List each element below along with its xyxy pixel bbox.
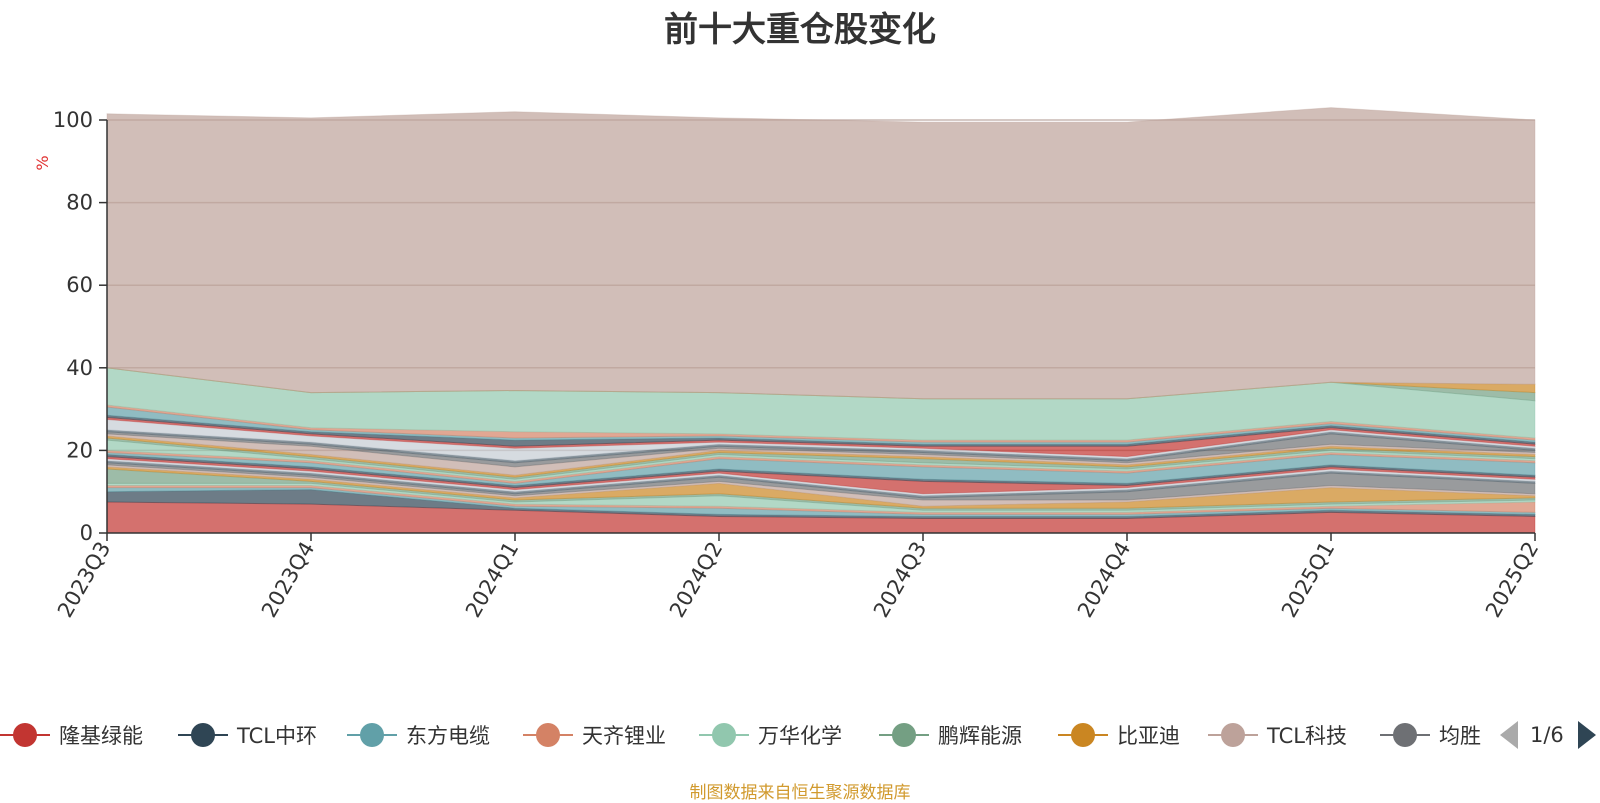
legend: 隆基绿能 TCL中环 东方电缆 天齐锂业 万华化学 鹏辉能源 比亚迪 TCL科技 均胜 <box>0 718 1600 752</box>
area-series-6 <box>106 466 1536 509</box>
legend-item[interactable]: 东方电缆 <box>347 718 490 752</box>
x-tick-label: 2023Q4 <box>257 538 319 622</box>
legend-label: 万华化学 <box>758 724 842 748</box>
source-note: 制图数据来自恒生聚源数据库 <box>689 783 911 803</box>
area-series-29 <box>106 107 1536 400</box>
legend-marker-icon <box>523 723 573 747</box>
y-tick-label: 20 <box>66 438 93 462</box>
legend-marker-icon <box>178 723 228 747</box>
chart-title: 前十大重仓股变化 <box>664 10 936 50</box>
area-series-7 <box>106 464 1536 507</box>
legend-label: 比亚迪 <box>1117 724 1180 748</box>
legend-label: 东方电缆 <box>406 724 490 748</box>
legend-label: 隆基绿能 <box>59 724 143 748</box>
x-tick-label: 2024Q3 <box>869 538 931 622</box>
x-tick-label: 2023Q3 <box>53 538 115 622</box>
y-tick-label: 40 <box>66 356 93 380</box>
area-series-18 <box>106 433 1536 476</box>
legend-label: 鹏辉能源 <box>938 724 1022 748</box>
legend-marker-icon <box>1380 723 1430 747</box>
x-tick-label: 2025Q1 <box>1277 538 1339 622</box>
y-tick-label: 80 <box>66 191 93 215</box>
x-tick-label: 2024Q1 <box>461 538 523 622</box>
legend-label: 均胜 <box>1439 724 1481 748</box>
legend-item[interactable]: 万华化学 <box>699 718 842 752</box>
legend-pager: 1/6 <box>1500 718 1596 752</box>
x-tick-label: 2024Q2 <box>665 538 727 622</box>
legend-marker-icon <box>1208 723 1258 747</box>
area-series-24 <box>106 406 1536 445</box>
legend-item[interactable]: 比亚迪 <box>1058 718 1180 752</box>
triangle-left-icon[interactable] <box>1500 721 1518 749</box>
legend-marker-icon <box>347 723 397 747</box>
legend-marker-icon <box>0 723 50 747</box>
legend-page-indicator: 1/6 <box>1530 723 1564 747</box>
triangle-right-icon[interactable] <box>1577 721 1596 749</box>
legend-marker-icon <box>879 723 929 747</box>
legend-item[interactable]: TCL科技 <box>1208 718 1347 752</box>
x-tick-label: 2025Q2 <box>1481 538 1543 622</box>
legend-marker-icon <box>699 723 749 747</box>
area-layers <box>106 107 1536 534</box>
y-tick-label: 100 <box>53 108 93 132</box>
y-axis-label: % <box>33 155 52 170</box>
legend-item[interactable]: 鹏辉能源 <box>879 718 1022 752</box>
legend-label: TCL科技 <box>1267 724 1347 748</box>
legend-item[interactable]: 均胜 <box>1380 718 1481 752</box>
x-tick-label: 2024Q4 <box>1073 538 1135 622</box>
area-series-23 <box>106 414 1536 447</box>
area-series-5 <box>106 468 1536 511</box>
legend-label: 天齐锂业 <box>582 724 666 748</box>
legend-marker-icon <box>1058 723 1108 747</box>
area-series-4 <box>106 482 1536 513</box>
legend-item[interactable]: 隆基绿能 <box>0 718 143 752</box>
legend-item[interactable]: TCL中环 <box>178 718 317 752</box>
legend-item[interactable]: 天齐锂业 <box>523 718 666 752</box>
y-tick-label: 60 <box>66 273 93 297</box>
legend-label: TCL中环 <box>237 724 317 748</box>
y-tick-label: 0 <box>80 521 93 545</box>
area-series-25 <box>106 404 1536 443</box>
